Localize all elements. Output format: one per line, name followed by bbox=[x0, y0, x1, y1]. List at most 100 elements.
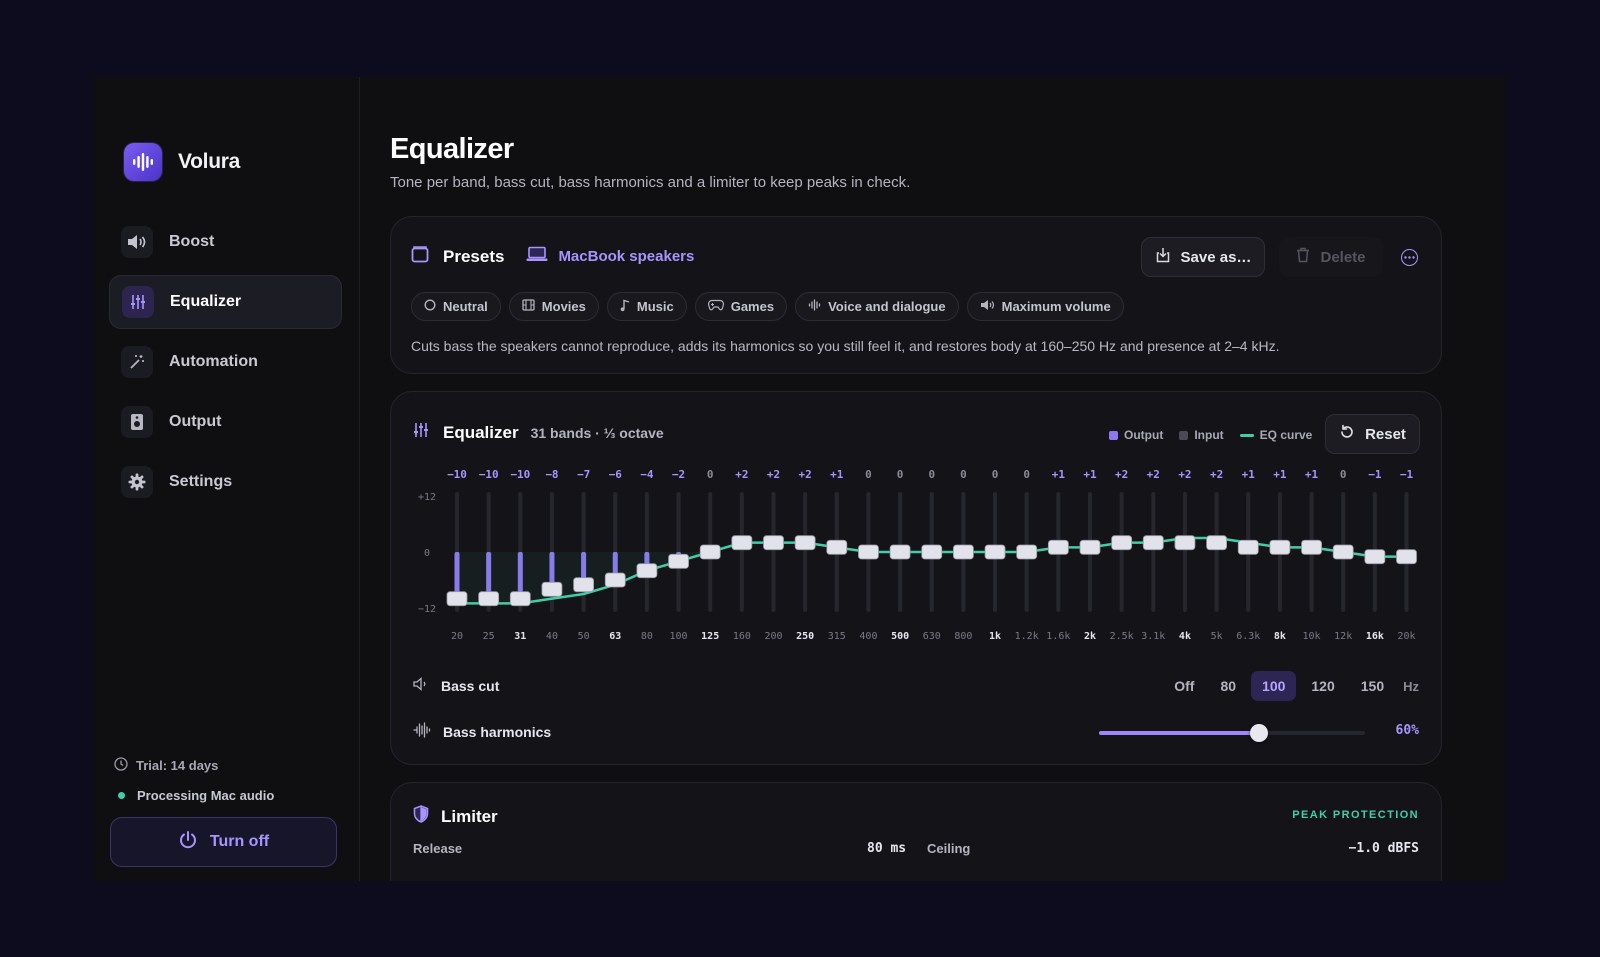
band-gain-label: +1 bbox=[1083, 468, 1097, 481]
band-knob[interactable] bbox=[826, 539, 848, 555]
preset-chip-movies[interactable]: Movies bbox=[508, 292, 599, 321]
band-knob[interactable] bbox=[1269, 539, 1291, 555]
eq-graph[interactable]: +120−12−1020−1025−1031−840−750−663−480−2… bbox=[391, 458, 1441, 648]
band-knob[interactable] bbox=[636, 563, 658, 579]
preset-chip-music[interactable]: Music bbox=[606, 292, 687, 321]
current-preset-name[interactable]: MacBook speakers bbox=[558, 248, 695, 265]
band-knob[interactable] bbox=[604, 572, 626, 588]
band-knob[interactable] bbox=[1047, 539, 1069, 555]
reset-button[interactable]: Reset bbox=[1325, 414, 1420, 454]
band-knob[interactable] bbox=[1396, 549, 1417, 565]
app-window: Volura Boost Equalizer Automation bbox=[94, 77, 1506, 881]
sidebar-item-settings[interactable]: Settings bbox=[109, 455, 342, 509]
band-knob[interactable] bbox=[763, 535, 784, 551]
band-knob[interactable] bbox=[541, 581, 563, 597]
legend-input: Input bbox=[1179, 428, 1224, 442]
sidebar-item-label: Equalizer bbox=[170, 293, 242, 310]
band-frequency-label: 125 bbox=[701, 631, 719, 642]
sliders-icon bbox=[413, 422, 429, 443]
slider-knob[interactable] bbox=[1249, 724, 1268, 742]
more-options-icon[interactable] bbox=[1401, 249, 1418, 266]
band-knob[interactable] bbox=[858, 544, 879, 560]
bass-cut-option-off[interactable]: Off bbox=[1174, 678, 1195, 694]
bass-cut-option-150[interactable]: 150 bbox=[1360, 678, 1385, 694]
sidebar-item-automation[interactable]: Automation bbox=[109, 335, 342, 389]
band-frequency-label: 400 bbox=[859, 631, 877, 642]
band-knob[interactable] bbox=[699, 544, 721, 560]
peak-protection-badge: PEAK PROTECTION bbox=[1292, 809, 1419, 821]
band-knob[interactable] bbox=[921, 544, 943, 560]
preset-chip-max-volume[interactable]: Maximum volume bbox=[966, 292, 1124, 321]
band-frequency-label: 63 bbox=[609, 631, 621, 642]
band-frequency-label: 1k bbox=[989, 631, 1001, 642]
band-knob[interactable] bbox=[731, 535, 753, 551]
preset-chip-games[interactable]: Games bbox=[694, 292, 788, 321]
sidebar-footer: Trial: 14 days Processing Mac audio bbox=[114, 757, 354, 803]
bass-cut-label: Bass cut bbox=[441, 678, 500, 694]
band-gain-label: −10 bbox=[510, 468, 530, 481]
page-title: Equalizer bbox=[390, 133, 514, 165]
music-note-icon bbox=[620, 299, 630, 315]
turn-off-button[interactable]: Turn off bbox=[110, 817, 337, 867]
band-knob[interactable] bbox=[1111, 535, 1133, 551]
band-frequency-label: 100 bbox=[670, 631, 688, 642]
band-knob[interactable] bbox=[1301, 539, 1322, 555]
band-knob[interactable] bbox=[794, 535, 816, 551]
save-as-button[interactable]: Save as… bbox=[1141, 237, 1265, 277]
speaker-box-icon bbox=[121, 406, 153, 438]
delete-button[interactable]: Delete bbox=[1279, 237, 1383, 277]
band-knob[interactable] bbox=[889, 544, 911, 560]
band-knob[interactable] bbox=[953, 544, 974, 560]
preset-chips: Neutral Movies Music Games Voice and dia… bbox=[411, 292, 1124, 321]
app-name: Volura bbox=[178, 150, 240, 173]
band-frequency-label: 1.2k bbox=[1015, 631, 1039, 642]
sidebar-item-equalizer[interactable]: Equalizer bbox=[109, 275, 342, 329]
band-frequency-label: 800 bbox=[954, 631, 972, 642]
preset-chip-neutral[interactable]: Neutral bbox=[411, 292, 501, 321]
preset-chip-voice[interactable]: Voice and dialogue bbox=[795, 292, 959, 321]
band-knob[interactable] bbox=[1079, 539, 1101, 555]
band-knob[interactable] bbox=[446, 591, 468, 607]
sidebar-item-output[interactable]: Output bbox=[109, 395, 342, 449]
band-gain-label: +2 bbox=[799, 468, 812, 481]
laptop-icon bbox=[526, 246, 548, 267]
band-gain-label: −6 bbox=[609, 468, 623, 481]
bass-cut-option-100[interactable]: 100 bbox=[1251, 671, 1297, 701]
shield-icon bbox=[413, 805, 429, 828]
band-knob[interactable] bbox=[984, 544, 1006, 560]
band-gain-label: −1 bbox=[1400, 468, 1414, 481]
band-knob[interactable] bbox=[573, 577, 595, 593]
band-output-bar bbox=[486, 552, 492, 599]
band-frequency-label: 6.3k bbox=[1236, 631, 1260, 642]
band-output-bar bbox=[454, 552, 460, 599]
bass-cut-option-120[interactable]: 120 bbox=[1311, 678, 1335, 694]
band-knob[interactable] bbox=[1142, 535, 1164, 551]
band-knob[interactable] bbox=[1332, 544, 1354, 560]
trial-status: Trial: 14 days bbox=[114, 757, 354, 774]
band-knob[interactable] bbox=[1174, 535, 1196, 551]
band-knob[interactable] bbox=[1016, 544, 1038, 560]
band-frequency-label: 40 bbox=[546, 631, 558, 642]
reset-label: Reset bbox=[1365, 425, 1406, 443]
sidebar-item-boost[interactable]: Boost bbox=[109, 215, 342, 269]
y-axis-label: −12 bbox=[418, 604, 436, 615]
speaker-small-icon bbox=[413, 676, 429, 696]
bass-cut-option-80[interactable]: 80 bbox=[1220, 678, 1237, 694]
preset-description: Cuts bass the speakers cannot reproduce,… bbox=[411, 338, 1280, 354]
band-gain-label: −1 bbox=[1368, 468, 1382, 481]
band-output-bar bbox=[549, 552, 555, 590]
band-frequency-label: 8k bbox=[1274, 631, 1286, 642]
chip-label: Games bbox=[730, 299, 775, 314]
y-axis-label: 0 bbox=[424, 548, 430, 559]
band-knob[interactable] bbox=[478, 591, 500, 607]
band-frequency-label: 31 bbox=[514, 631, 526, 642]
band-gain-label: −10 bbox=[479, 468, 499, 481]
band-knob[interactable] bbox=[509, 591, 531, 607]
band-frequency-label: 1.6k bbox=[1046, 631, 1070, 642]
bass-harmonics-slider[interactable] bbox=[1099, 724, 1365, 742]
band-knob[interactable] bbox=[1237, 539, 1259, 555]
processing-text: Processing Mac audio bbox=[137, 788, 275, 803]
band-knob[interactable] bbox=[668, 553, 689, 569]
band-knob[interactable] bbox=[1206, 535, 1227, 551]
band-knob[interactable] bbox=[1364, 549, 1386, 565]
